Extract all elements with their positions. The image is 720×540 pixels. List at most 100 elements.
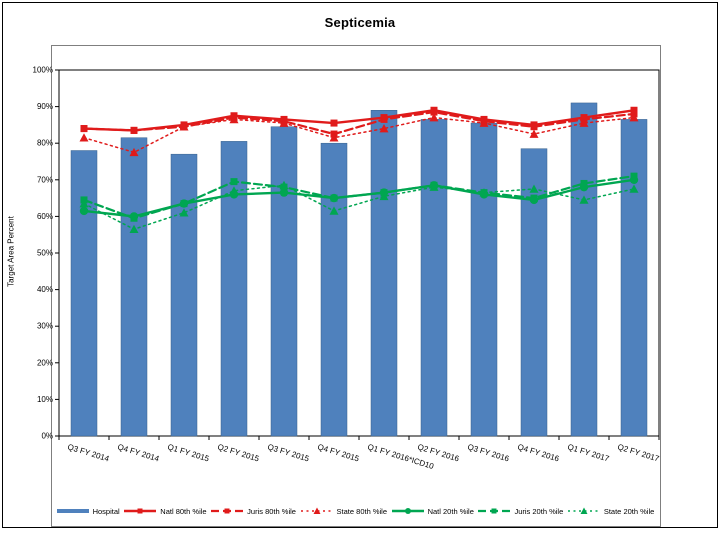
marker-triangle: [379, 124, 389, 133]
legend-item-hospital: Hospital: [56, 505, 120, 517]
bar-10: [570, 102, 598, 437]
line-state-20th-ile: [83, 184, 635, 231]
x-tick-label: Q1 FY 2015: [166, 442, 210, 463]
marker-square: [130, 126, 138, 134]
marker-square: [580, 179, 588, 187]
line-natl-80th-ile: [82, 109, 636, 132]
legend-label-juris-80th-ile: Juris 80th %ile: [247, 506, 296, 516]
marker-triangle: [279, 118, 289, 127]
bar-11: [620, 119, 648, 437]
legend-item-state-20th-ile: State 20th %ile: [567, 505, 654, 517]
marker-triangle: [479, 188, 489, 197]
marker-triangle: [329, 206, 339, 215]
x-tick-label: Q3 FY 2014: [66, 442, 110, 463]
marker-square: [530, 194, 538, 202]
marker-triangle: [129, 147, 139, 157]
x-tick-label: Q1 FY 2017: [566, 442, 610, 463]
marker-triangle: [279, 180, 289, 190]
y-tick-label: 70%: [37, 175, 53, 184]
legend-label-natl-20th-ile: Natl 20th %ile: [427, 506, 474, 516]
legend-swatch-natl-80th-ile: [124, 508, 157, 514]
legend-label-state-80th-ile: State 80th %ile: [336, 506, 387, 516]
legend-label-hospital: Hospital: [92, 506, 120, 516]
bar-8: [470, 122, 498, 437]
marker-square: [330, 194, 338, 202]
x-tick-label: Q4 FY 2014: [116, 442, 160, 463]
legend-item-state-80th-ile: State 80th %ile: [300, 505, 387, 517]
legend-label-natl-80th-ile: Natl 80th %ile: [160, 506, 207, 516]
y-tick-label: 20%: [37, 358, 53, 367]
marker-triangle: [229, 186, 239, 195]
marker-triangle: [529, 129, 539, 138]
y-tick-label: 40%: [37, 285, 53, 294]
marker-triangle: [179, 122, 189, 131]
legend-label-juris-20th-ile: Juris 20th %ile: [514, 506, 564, 516]
marker-triangle: [429, 113, 439, 122]
marker-square: [180, 200, 188, 208]
bar-0: [70, 150, 98, 437]
plot-border: [58, 69, 660, 437]
bar-2: [170, 153, 198, 437]
marker-triangle: [129, 224, 139, 234]
legend-swatch-juris-80th-ile: [211, 508, 244, 514]
y-tick-label: 10%: [37, 395, 53, 404]
x-tick-label: Q4 FY 2015: [316, 442, 360, 463]
legend-swatch-hospital: [56, 509, 89, 513]
legend-swatch-natl-20th-ile: [391, 508, 424, 514]
legend-label-state-20th-ile: State 20th %ile: [603, 506, 655, 516]
line-juris-80th-ile: [82, 110, 636, 136]
x-tick-label: Q4 FY 2016: [516, 442, 560, 463]
bar-1: [120, 137, 148, 437]
marker-square: [380, 115, 388, 123]
x-tick-label: Q3 FY 2015: [266, 442, 310, 463]
bar-7: [420, 119, 448, 437]
legend-item-natl-20th-ile: Natl 20th %ile: [391, 505, 474, 517]
legend-item-juris-80th-ile: Juris 80th %ile: [210, 505, 296, 517]
marker-square: [630, 172, 638, 180]
marker-circle: [79, 206, 89, 216]
chart-title: Septicemia: [324, 15, 396, 30]
line-natl-20th-ile: [82, 178, 636, 218]
legend-item-juris-20th-ile: Juris 20th %ile: [477, 505, 563, 517]
marker-triangle: [629, 184, 639, 193]
y-tick-label: 100%: [33, 66, 53, 75]
marker-triangle: [479, 118, 489, 127]
line-juris-20th-ile: [82, 175, 636, 220]
y-tick-label: 80%: [37, 139, 53, 148]
marker-square: [130, 214, 138, 222]
marker-triangle: [229, 114, 239, 124]
x-tick-label: Q3 FY 2016: [466, 442, 510, 463]
marker-square: [330, 119, 338, 127]
slide: Septicemia Target Area Percent 0% 10% 20% 3…: [2, 2, 718, 528]
marker-triangle: [79, 199, 89, 208]
plot-area: 0% 10% 20% 30% 40% 50% 60% 70% 80% 90% 100% Q3 FY 2…: [33, 66, 661, 472]
y-tick-label: 90%: [37, 102, 53, 111]
bar-5: [320, 142, 348, 437]
marker-square: [630, 106, 638, 114]
bar-4: [270, 126, 298, 437]
legend-swatch-juris-20th-ile: [478, 508, 511, 514]
marker-square: [530, 123, 538, 131]
x-tick-label: Q2 FY 2015: [216, 442, 260, 463]
marker-triangle: [579, 118, 589, 127]
legend-item-natl-80th-ile: Natl 80th %ile: [123, 505, 207, 517]
marker-triangle: [529, 184, 539, 193]
y-tick-label: 50%: [37, 249, 53, 258]
marker-triangle: [629, 113, 639, 122]
y-tick-label: 30%: [37, 322, 53, 331]
marker-triangle: [329, 133, 339, 142]
marker-triangle: [79, 133, 89, 142]
marker-triangle: [429, 182, 439, 191]
legend-swatch-state-20th-ile: [567, 507, 600, 514]
line-state-80th-ile: [83, 116, 635, 154]
y-tick-label: 60%: [37, 212, 53, 221]
x-tick-label: Q2 FY 2017: [616, 442, 660, 463]
marker-triangle: [579, 195, 589, 204]
bar-6: [370, 110, 398, 437]
marker-square: [80, 125, 88, 133]
marker-square: [430, 108, 438, 116]
legend: Hospital Natl 80th %ile Juris 80th %ile Sta…: [52, 498, 658, 524]
marker-triangle: [379, 191, 389, 201]
legend-swatch-state-80th-ile: [300, 507, 333, 514]
